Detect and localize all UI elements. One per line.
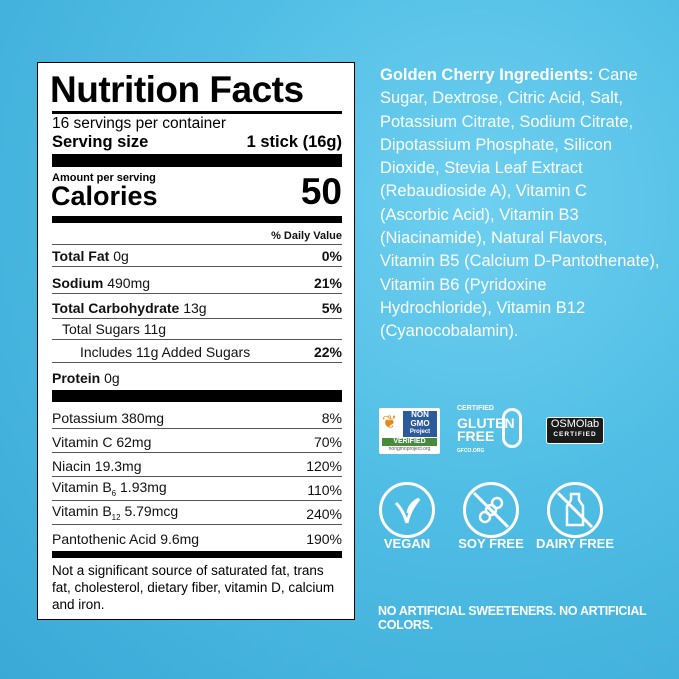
- calories-label: Calories: [51, 181, 158, 211]
- nutrient-amount: 13g: [183, 300, 207, 316]
- no-soy-icon: [463, 482, 519, 538]
- vitamin-row: Niacin 19.3mg 120%: [52, 455, 342, 477]
- vitamin-row: Pantothenic Acid 9.6mg 190%: [52, 527, 342, 549]
- footer-claim: NO ARTIFICIAL SWEETENERS. NO ARTIFICIAL …: [378, 604, 647, 632]
- vitamin-dv: 110%: [307, 482, 342, 498]
- vitamin-amount: 1.93mg: [120, 479, 167, 496]
- nutrient-dv: 22%: [313, 344, 342, 360]
- nutrient-amount: 0g: [113, 248, 129, 264]
- vitamin-row: Vitamin C 62mg 70%: [52, 431, 342, 453]
- badge-dairy-free: DAIRY FREE: [535, 536, 614, 551]
- vitamin-dv: 8%: [321, 410, 342, 426]
- vitamin-name: Vitamin C: [52, 434, 113, 450]
- vitamin-name: Niacin: [52, 458, 91, 474]
- serving-size-value: 1 stick (16g): [246, 133, 342, 151]
- nutrient-row: Total Fat 0g 0%: [52, 245, 342, 267]
- vitamin-name: Vitamin B: [52, 503, 112, 520]
- calories-value: 50: [300, 171, 342, 212]
- vitamin-dv: 120%: [306, 458, 342, 474]
- nutrition-facts-label: Nutrition Facts 16 servings per containe…: [37, 62, 355, 620]
- vitamin-name: Vitamin B: [52, 479, 112, 496]
- vitamin-dv: 190%: [306, 531, 342, 547]
- vitamin-row: Potassium 380mg 8%: [52, 407, 342, 429]
- label-title: Nutrition Facts: [50, 69, 304, 110]
- servings: 16 servings per container: [52, 115, 227, 132]
- vitamin-subscript: 6: [111, 489, 117, 498]
- vitamin-amount: 380mg: [121, 410, 165, 426]
- nutrient-name: Total Sugars 11g: [62, 321, 167, 337]
- nutrient-row: Includes 11g Added Sugars 22%: [52, 341, 342, 363]
- nutrient-dv: 0%: [321, 248, 342, 264]
- vitamin-name: Potassium: [52, 410, 118, 426]
- nutrient-amount: 490mg: [107, 275, 151, 291]
- vitamin-dv: 240%: [306, 506, 342, 522]
- non-gmo-logo: ❦ NON GMO Project VERIFIED nongmoproject.o…: [379, 408, 440, 454]
- osmo-lab-logo: OSMOlab CERTIFIED: [546, 417, 604, 444]
- dv-header: % Daily Value: [271, 230, 342, 242]
- vitamin-amount: 62mg: [116, 434, 152, 450]
- nutrient-row: Sodium 490mg 21%: [52, 272, 342, 294]
- nutrient-dv: 5%: [321, 300, 342, 316]
- leaf-icon: [379, 482, 435, 538]
- nutrient-row: Total Sugars 11g: [52, 318, 342, 340]
- nutrient-name: Total Fat: [52, 248, 110, 264]
- serving-size-label: Serving size: [52, 133, 149, 151]
- ingredients-text: Cane Sugar, Dextrose, Citric Acid, Salt,…: [380, 66, 660, 341]
- footnote: Not a significant source of saturated fa…: [52, 563, 335, 612]
- nutrient-name: Includes 11g Added Sugars: [80, 344, 251, 360]
- vitamin-row: Vitamin B12 5.79mcg 240%: [52, 503, 342, 525]
- vitamin-dv: 70%: [313, 434, 342, 450]
- vitamin-amount: 9.6mg: [160, 531, 200, 547]
- vitamin-subscript: 12: [111, 513, 121, 522]
- nutrient-dv: 21%: [313, 275, 342, 291]
- badge-soy-free: SOY FREE: [458, 536, 524, 551]
- badge-vegan: VEGAN: [383, 536, 431, 551]
- nutrient-name: Protein: [52, 370, 101, 386]
- vitamin-amount: 5.79mcg: [124, 503, 179, 520]
- nutrient-row: Total Carbohydrate 13g 5%: [52, 297, 342, 319]
- amount-per-serving: Amount per serving: [52, 172, 156, 184]
- nutrient-name: Sodium: [52, 275, 104, 291]
- ingredients-title: Golden Cherry Ingredients:: [380, 66, 594, 84]
- vitamin-row: Vitamin B6 1.93mg 110%: [52, 479, 342, 501]
- vitamin-name: Pantothenic Acid: [52, 531, 157, 547]
- vitamin-amount: 19.3mg: [94, 458, 142, 474]
- ingredients: Golden Cherry Ingredients: Cane Sugar, D…: [380, 64, 660, 344]
- nutrient-row: Protein 0g: [52, 366, 342, 388]
- gluten-free-logo: CERTIFIED GLUTEN FREE GFCO.ORG: [455, 405, 535, 457]
- milk-bottle-icon: [547, 482, 603, 538]
- nutrient-amount: 0g: [104, 370, 120, 386]
- butterfly-icon: ❦: [382, 412, 398, 432]
- nutrient-name: Total Carbohydrate: [52, 300, 180, 316]
